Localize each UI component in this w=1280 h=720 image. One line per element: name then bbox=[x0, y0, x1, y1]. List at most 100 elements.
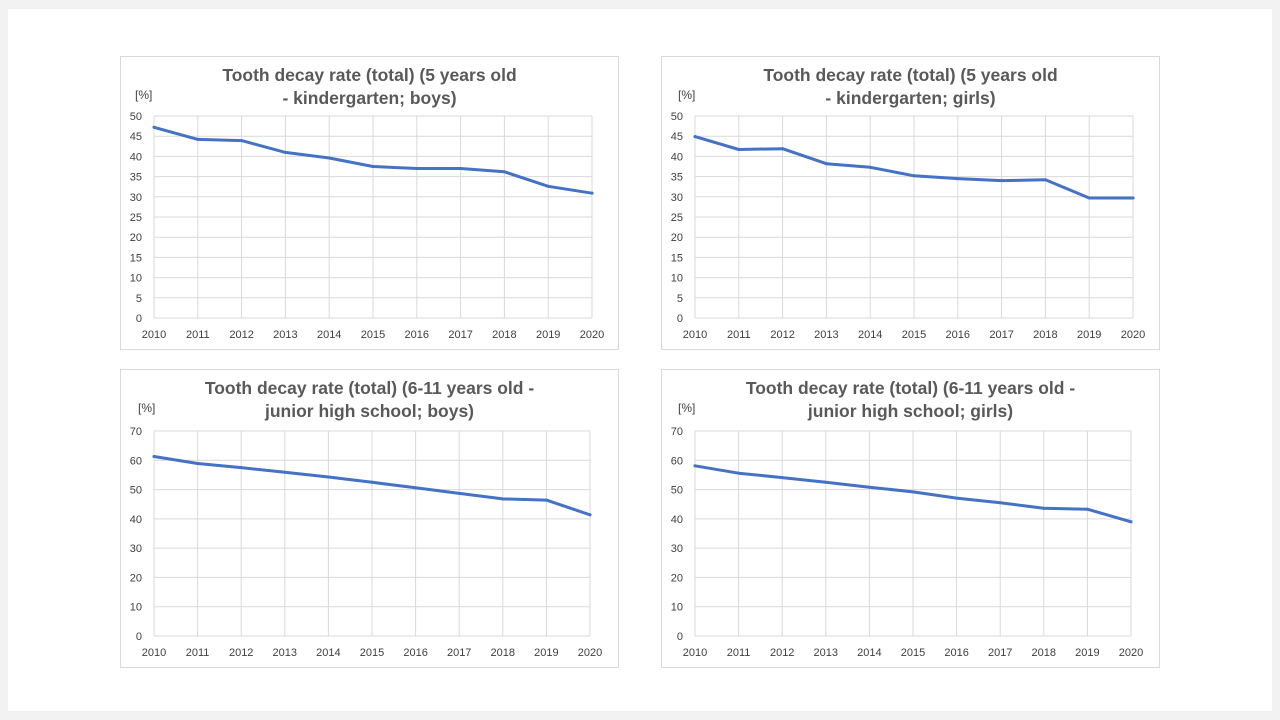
y-tick-label: 20 bbox=[671, 572, 683, 584]
y-tick-label: 35 bbox=[130, 172, 142, 184]
y-axis-label: [%] bbox=[138, 401, 155, 415]
y-tick-label: 40 bbox=[130, 514, 142, 526]
data-point bbox=[415, 167, 419, 171]
chart-title-line-1: Tooth decay rate (total) (6-11 years old… bbox=[204, 378, 535, 398]
y-tick-label: 25 bbox=[671, 212, 683, 224]
chart-title-line-1: Tooth decay rate (total) (5 years old bbox=[222, 65, 517, 85]
data-point bbox=[327, 156, 331, 160]
data-point bbox=[1131, 196, 1135, 200]
data-point bbox=[1129, 520, 1133, 524]
x-tick-label: 2015 bbox=[361, 329, 385, 341]
data-point bbox=[501, 497, 505, 501]
data-point bbox=[326, 475, 330, 479]
x-tick-label: 2012 bbox=[229, 647, 253, 659]
line-chart: 0 10 20 30 40 50 60 70 2010 2011 2012 2013 2014 2015 2… bbox=[671, 401, 1143, 659]
x-tick-label: 2020 bbox=[1119, 647, 1143, 659]
x-tick-label: 2018 bbox=[492, 329, 516, 341]
y-tick-label: 45 bbox=[671, 131, 683, 143]
x-tick-label: 2019 bbox=[536, 329, 560, 341]
data-point bbox=[912, 174, 916, 178]
line-chart: 0 5 10 15 20 25 30 35 40 45 50 2010 2011 2012 2013 2014… bbox=[671, 88, 1145, 341]
y-tick-label: 50 bbox=[130, 485, 142, 497]
chart-panel-junior-high-girls: Tooth decay rate (total) (6-11 years old… bbox=[661, 369, 1160, 668]
data-point bbox=[152, 454, 156, 458]
x-tick-label: 2014 bbox=[858, 329, 882, 341]
data-point bbox=[1042, 506, 1046, 510]
data-point bbox=[283, 470, 287, 474]
data-point bbox=[546, 184, 550, 188]
data-point bbox=[824, 480, 828, 484]
y-tick-label: 15 bbox=[130, 252, 142, 264]
y-tick-label: 40 bbox=[671, 151, 683, 163]
data-point bbox=[781, 147, 785, 151]
chart-panel-kindergarten-girls: Tooth decay rate (total) (5 years old - … bbox=[661, 56, 1160, 350]
x-tick-label: 2016 bbox=[405, 329, 429, 341]
y-tick-label: 40 bbox=[130, 151, 142, 163]
y-tick-label: 20 bbox=[130, 232, 142, 244]
y-tick-label: 45 bbox=[130, 131, 142, 143]
y-tick-label: 60 bbox=[671, 455, 683, 467]
data-point bbox=[693, 464, 697, 468]
data-point bbox=[371, 165, 375, 168]
x-tick-label: 2019 bbox=[534, 647, 558, 659]
x-tick-label: 2016 bbox=[403, 647, 427, 659]
data-point bbox=[1000, 179, 1004, 183]
y-tick-label: 10 bbox=[671, 273, 683, 285]
chart-title-line-1: Tooth decay rate (total) (5 years old bbox=[763, 65, 1058, 85]
x-tick-label: 2013 bbox=[273, 647, 297, 659]
x-tick-label: 2013 bbox=[814, 647, 838, 659]
x-tick-label: 2011 bbox=[727, 329, 751, 341]
x-tick-label: 2012 bbox=[770, 329, 794, 341]
x-tick-label: 2020 bbox=[580, 329, 604, 341]
y-tick-label: 10 bbox=[671, 602, 683, 614]
data-point bbox=[1087, 196, 1091, 200]
data-point bbox=[414, 486, 418, 490]
chart-title-line-2: - kindergarten; girls) bbox=[825, 88, 996, 108]
data-point bbox=[955, 496, 959, 500]
x-tick-label: 2016 bbox=[944, 647, 968, 659]
chart-panel-kindergarten-boys: Tooth decay rate (total) (5 years old - … bbox=[120, 56, 619, 350]
chart-panel-junior-high-boys: Tooth decay rate (total) (6-11 years old… bbox=[120, 369, 619, 668]
y-tick-label: 50 bbox=[130, 111, 142, 123]
chart-title-line-1: Tooth decay rate (total) (6-11 years old… bbox=[745, 378, 1076, 398]
x-tick-label: 2017 bbox=[989, 329, 1013, 341]
line-chart: 0 10 20 30 40 50 60 70 2010 2011 2012 2013 2014 2015 2… bbox=[130, 401, 602, 659]
x-tick-label: 2019 bbox=[1075, 647, 1099, 659]
x-tick-label: 2010 bbox=[142, 329, 166, 341]
x-tick-label: 2015 bbox=[360, 647, 384, 659]
x-tick-label: 2017 bbox=[448, 329, 472, 341]
x-tick-label: 2014 bbox=[317, 329, 341, 341]
y-tick-label: 30 bbox=[130, 192, 142, 204]
y-tick-label: 40 bbox=[671, 514, 683, 526]
x-tick-label: 2015 bbox=[901, 647, 925, 659]
y-tick-label: 20 bbox=[130, 572, 142, 584]
x-tick-label: 2010 bbox=[683, 329, 707, 341]
y-tick-label: 15 bbox=[671, 252, 683, 264]
chart-title-line-2: junior high school; girls) bbox=[807, 401, 1014, 421]
data-point bbox=[590, 191, 594, 195]
y-tick-label: 50 bbox=[671, 111, 683, 123]
chart-title-line-2: - kindergarten; boys) bbox=[282, 88, 457, 108]
x-tick-label: 2018 bbox=[491, 647, 515, 659]
data-point bbox=[737, 471, 741, 475]
x-tick-label: 2011 bbox=[186, 329, 210, 341]
y-tick-label: 20 bbox=[671, 232, 683, 244]
data-point bbox=[693, 135, 697, 139]
x-tick-label: 2010 bbox=[683, 647, 707, 659]
x-tick-label: 2018 bbox=[1032, 647, 1056, 659]
x-tick-label: 2017 bbox=[447, 647, 471, 659]
data-point bbox=[370, 480, 374, 484]
data-point bbox=[196, 462, 200, 466]
x-tick-label: 2016 bbox=[946, 329, 970, 341]
y-tick-label: 10 bbox=[130, 602, 142, 614]
slide: Tooth decay rate (total) (5 years old - … bbox=[8, 9, 1272, 711]
data-point bbox=[502, 170, 506, 174]
data-point bbox=[459, 167, 463, 171]
x-tick-label: 2015 bbox=[902, 329, 926, 341]
chart-title: Tooth decay rate (total) (6-11 years old… bbox=[141, 377, 598, 423]
y-tick-label: 5 bbox=[136, 293, 142, 305]
y-tick-label: 30 bbox=[671, 543, 683, 555]
x-tick-label: 2020 bbox=[578, 647, 602, 659]
data-point bbox=[868, 165, 872, 169]
x-tick-label: 2014 bbox=[316, 647, 340, 659]
